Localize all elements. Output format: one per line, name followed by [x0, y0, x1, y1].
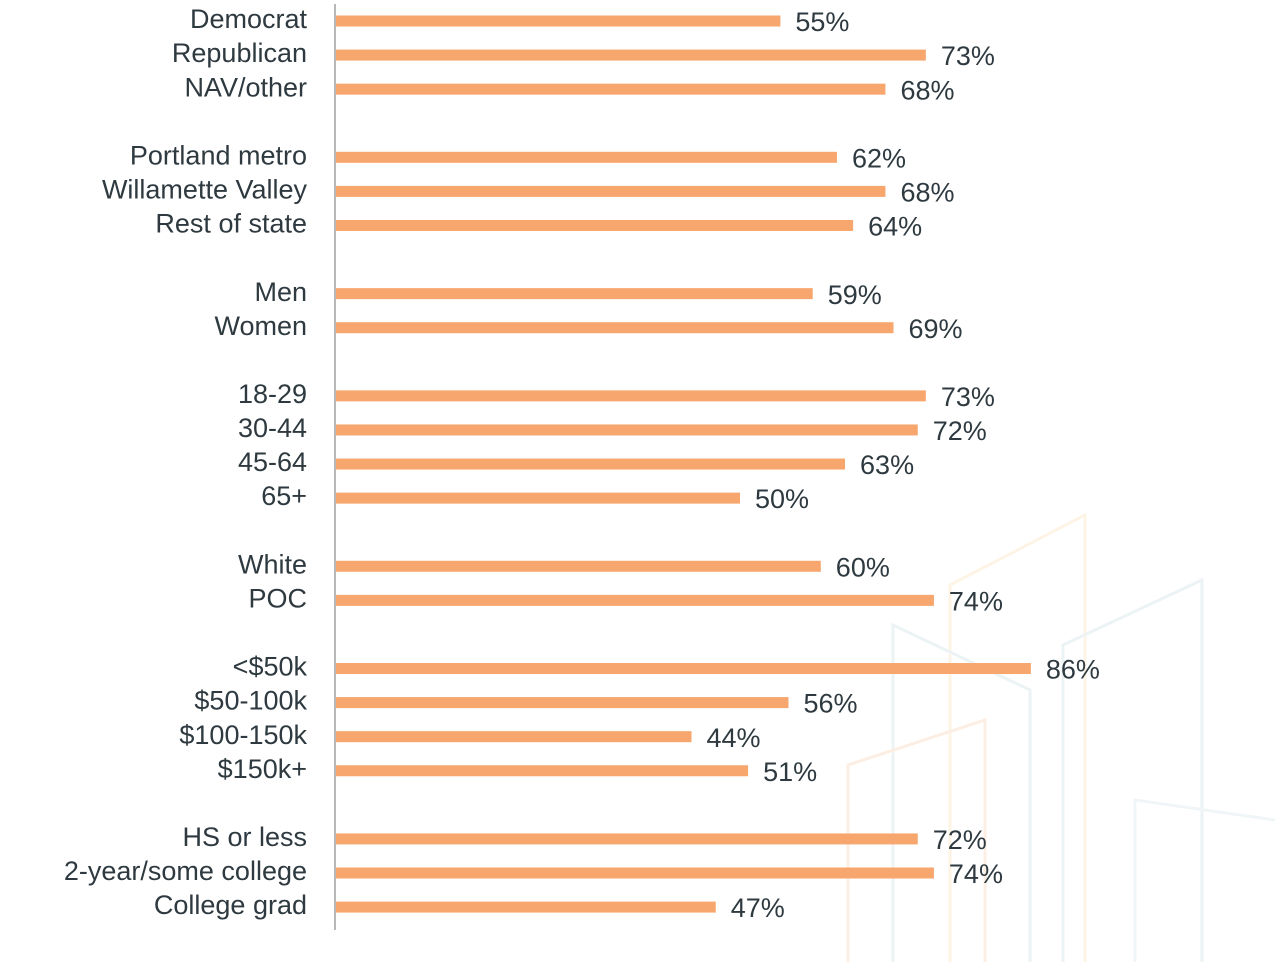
value-label: 73% — [941, 41, 995, 71]
bar — [336, 16, 780, 27]
value-label: 55% — [795, 7, 849, 37]
value-label: 51% — [763, 757, 817, 787]
bar — [336, 50, 926, 61]
bar — [336, 731, 692, 742]
value-label: 72% — [933, 416, 987, 446]
bar — [336, 288, 813, 299]
value-label: 62% — [852, 143, 906, 173]
bar — [336, 663, 1031, 674]
value-label: 44% — [707, 723, 761, 753]
value-label: 47% — [731, 893, 785, 923]
category-label: 45-64 — [238, 447, 307, 477]
bar — [336, 595, 934, 606]
bar — [336, 186, 885, 197]
category-label: Men — [254, 277, 307, 307]
value-label: 68% — [900, 178, 954, 208]
category-label: NAV/other — [184, 72, 307, 102]
bar — [336, 424, 918, 435]
bar — [336, 390, 926, 401]
category-label: HS or less — [182, 822, 307, 852]
bar — [336, 697, 788, 708]
bar — [336, 902, 716, 913]
bar — [336, 561, 821, 572]
category-label: White — [238, 549, 307, 579]
category-label: College grad — [154, 890, 307, 920]
category-label: $100-150k — [179, 720, 307, 750]
chart: Democrat 55% Republican 73% NAV/other 68% Port… — [0, 0, 1279, 962]
bar — [336, 322, 894, 333]
category-label: POC — [248, 583, 307, 613]
category-label: $50-100k — [194, 686, 307, 716]
value-label: 63% — [860, 450, 914, 480]
page: {"chart_data": {"type": "bar", "orientat… — [0, 0, 1279, 962]
value-label: 69% — [909, 314, 963, 344]
category-label: 65+ — [261, 481, 307, 511]
value-label: 56% — [803, 689, 857, 719]
category-label: Portland metro — [130, 140, 307, 170]
value-label: 50% — [755, 484, 809, 514]
bar — [336, 459, 845, 470]
category-label: 2-year/some college — [64, 856, 307, 886]
bar — [336, 84, 885, 95]
background-buildings — [848, 515, 1275, 962]
value-label: 74% — [949, 859, 1003, 889]
bar — [336, 220, 853, 231]
value-label: 72% — [933, 825, 987, 855]
category-label: $150k+ — [218, 754, 307, 784]
category-label: 18-29 — [238, 379, 307, 409]
category-label: <$50k — [233, 652, 308, 682]
bar — [336, 765, 748, 776]
category-label: Rest of state — [155, 209, 307, 239]
category-label: Republican — [172, 38, 307, 68]
category-label: Democrat — [190, 4, 308, 34]
value-label: 73% — [941, 382, 995, 412]
bar — [336, 833, 918, 844]
category-label: Women — [214, 311, 307, 341]
value-label: 59% — [828, 280, 882, 310]
value-label: 60% — [836, 552, 890, 582]
bar — [336, 493, 740, 504]
category-label: 30-44 — [238, 413, 307, 443]
value-label: 86% — [1046, 655, 1100, 685]
bar — [336, 868, 934, 879]
value-label: 68% — [900, 75, 954, 105]
category-label: Willamette Valley — [102, 175, 308, 205]
value-label: 74% — [949, 586, 1003, 616]
value-label: 64% — [868, 212, 922, 242]
bar — [336, 152, 837, 163]
